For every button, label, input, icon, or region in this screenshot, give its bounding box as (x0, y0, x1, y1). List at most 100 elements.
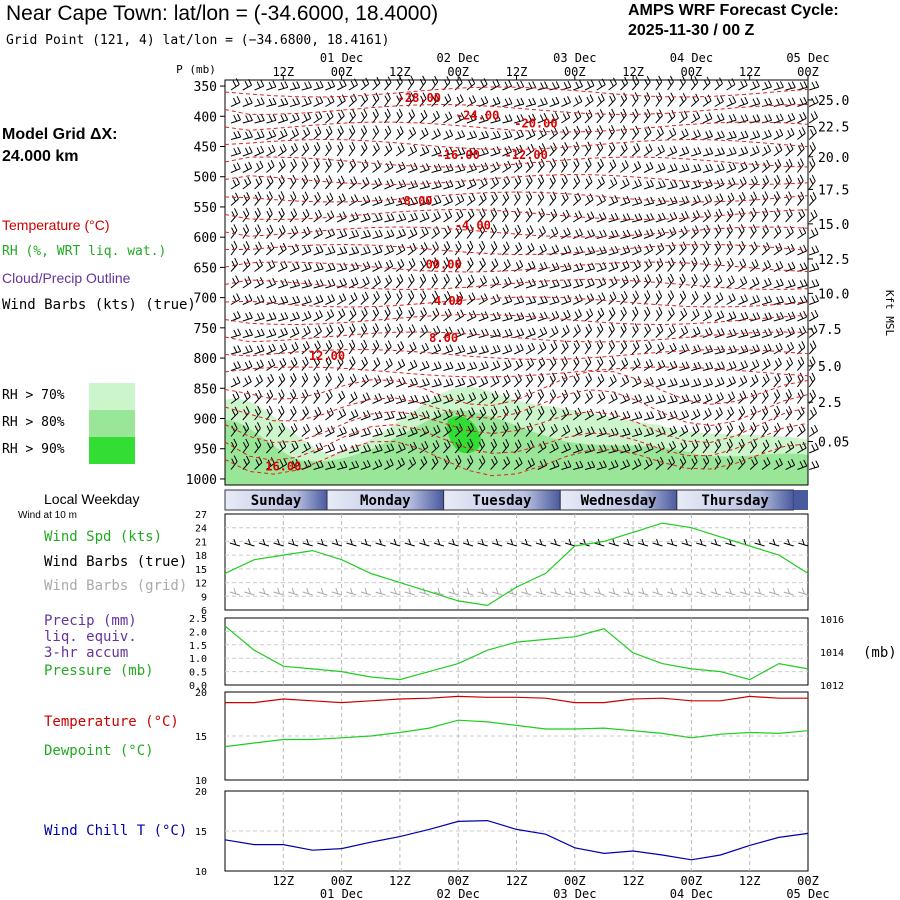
top-time-tick-label: 12Z (389, 65, 411, 79)
wind-barb (384, 427, 395, 437)
legend-precip: Precip (mm) (44, 613, 137, 629)
wind-barb (289, 372, 297, 388)
height-tick-label: 0.05 (818, 435, 849, 450)
wind-barb (289, 279, 301, 289)
wind-barb (448, 538, 459, 547)
temperature-contour-line (224, 86, 809, 98)
wind-barb (466, 377, 477, 388)
rh70-swatch (89, 383, 135, 410)
wind-barb (608, 444, 619, 454)
wind-barb (254, 359, 264, 371)
wind-barb (395, 442, 406, 454)
wind-barb (655, 75, 663, 91)
wind-barb (643, 341, 652, 355)
wind-barb (608, 77, 617, 91)
wind-barb (702, 224, 711, 239)
wind-barb (514, 114, 525, 124)
wind-barb (302, 587, 313, 596)
wind-barb (501, 207, 509, 223)
wind-barb (596, 125, 604, 140)
wind-barb (710, 538, 721, 547)
wind-barb (360, 444, 371, 454)
wind-barb (584, 158, 592, 173)
wind-barb (632, 213, 643, 223)
wind-barb (738, 438, 745, 454)
wind-barb (714, 240, 722, 256)
wind-barb (317, 587, 328, 596)
temperature-contour-label: -24.00 (456, 109, 499, 123)
wind-barb (317, 538, 328, 547)
wind-barb (773, 295, 784, 305)
wind-barb (714, 274, 723, 289)
wind-barb (596, 212, 607, 223)
wind-barb (254, 328, 265, 338)
wind-barb (714, 257, 722, 272)
wind-barb (631, 108, 639, 124)
wind-barb (443, 439, 451, 454)
wind-barb (549, 158, 557, 173)
wind-barb (679, 455, 687, 470)
wind-barb (749, 145, 760, 157)
wind-barb (419, 587, 430, 596)
wind-barb (773, 242, 783, 256)
wind-barb (404, 538, 415, 547)
wind-barb (325, 294, 335, 305)
wind-barb (490, 390, 499, 404)
wind-barb (667, 410, 678, 421)
wind-barb (407, 126, 417, 140)
wind-barb (325, 141, 332, 157)
wind-barb (289, 440, 299, 454)
wind-barb (336, 158, 344, 173)
wind-barb (454, 94, 464, 107)
wind-barb (337, 278, 347, 289)
wind-barb (584, 390, 593, 404)
wind-barb (230, 293, 241, 305)
wind-barb (278, 278, 289, 289)
wind-barb (738, 79, 748, 91)
wind-barb (620, 357, 629, 371)
wind-barb (643, 411, 655, 421)
wind-barb (761, 129, 772, 140)
wind-barb (620, 245, 631, 256)
wind-barb (372, 178, 382, 190)
wind-barb (348, 391, 358, 404)
rh80-swatch (89, 410, 135, 437)
wind-barb (384, 458, 394, 470)
wind-barb (277, 260, 288, 272)
grid-point-label: Grid Point (121, 4) lat/lon = (−34.6800,… (6, 33, 390, 48)
wind-barb (372, 306, 380, 322)
wind-barb (738, 375, 748, 388)
wind-barb (690, 455, 698, 470)
wind-barb (289, 405, 297, 421)
wind-barb (372, 76, 381, 91)
wind-barb (360, 125, 368, 140)
wind-barb (431, 325, 441, 338)
wind-barb (537, 208, 545, 223)
wind-barb (372, 275, 381, 289)
wind-barb (396, 228, 406, 239)
wind-barb (537, 97, 548, 107)
wind-barb (655, 359, 666, 371)
wind-barb (738, 455, 746, 470)
wind-barb (690, 291, 699, 305)
wind-barb (643, 376, 654, 388)
wind-barb (652, 587, 663, 596)
wind-barb (336, 193, 346, 206)
wind-barb (785, 158, 793, 173)
wind-barb (466, 147, 478, 157)
wind-barb (289, 112, 300, 124)
wind-barb (502, 79, 513, 91)
wind-barb (514, 312, 525, 322)
wind-barb (492, 538, 503, 547)
wind-barb (584, 94, 594, 107)
wind-barb (667, 257, 675, 272)
wind-barb (549, 341, 558, 355)
wind-barb (407, 324, 416, 338)
wind-barb (266, 144, 276, 157)
wind-barb (443, 129, 454, 140)
wind-barb (679, 343, 689, 355)
wind-barb (596, 373, 605, 388)
wind-barb (608, 159, 617, 173)
wind-barb (513, 260, 524, 272)
